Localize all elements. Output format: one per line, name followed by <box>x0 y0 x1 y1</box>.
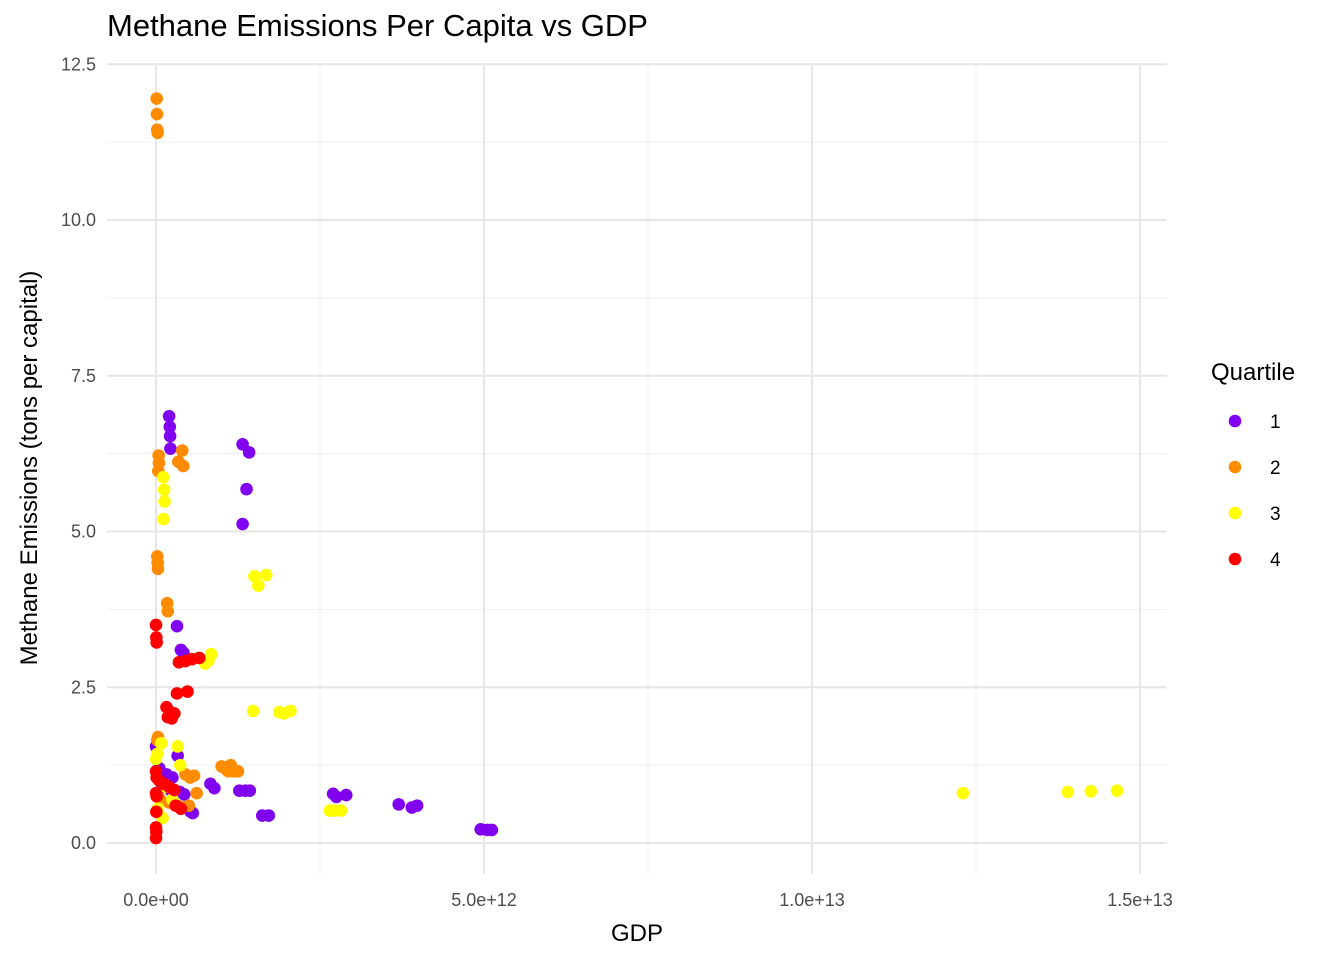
data-point-q3 <box>156 470 170 484</box>
data-point-q1 <box>485 823 499 837</box>
data-point-q1 <box>410 799 424 812</box>
data-point-q4 <box>150 789 163 803</box>
grid-minor <box>107 64 1167 874</box>
data-point-q3 <box>284 704 297 718</box>
data-point-q1 <box>163 429 177 443</box>
data-point-q1 <box>236 517 249 531</box>
legend-key-q1 <box>1228 414 1242 428</box>
y-tick-label: 12.5 <box>61 54 96 74</box>
data-point-q1 <box>162 409 176 423</box>
x-axis-title: GDP <box>611 920 663 947</box>
data-point-q1 <box>262 809 276 822</box>
legend-label-q3: 3 <box>1270 504 1281 525</box>
data-point-q4 <box>150 805 163 819</box>
data-point-q2 <box>175 444 189 457</box>
data-point-q1 <box>170 619 184 633</box>
data-point-q2 <box>150 107 164 121</box>
data-point-q3 <box>157 512 170 526</box>
legend-title: Quartile <box>1211 359 1295 386</box>
data-point-q2 <box>231 765 245 778</box>
y-axis-ticks: 0.0 2.5 5.0 7.5 10.0 12.5 <box>61 54 96 853</box>
data-point-q3 <box>204 647 218 661</box>
data-point-q1 <box>242 446 256 459</box>
data-point-q3 <box>154 737 168 750</box>
data-point-q2 <box>150 92 163 105</box>
data-point-q1 <box>163 420 177 434</box>
data-point-q3 <box>1061 785 1075 799</box>
data-point-q2 <box>161 604 175 618</box>
data-point-q1 <box>243 784 257 797</box>
data-point-q4 <box>170 687 184 700</box>
data-point-q4 <box>149 618 163 632</box>
y-tick-label: 5.0 <box>71 522 96 542</box>
data-point-q1 <box>240 482 253 496</box>
data-point-q4 <box>192 651 206 665</box>
y-tick-label: 2.5 <box>71 677 96 697</box>
y-tick-label: 10.0 <box>61 210 96 230</box>
data-point-q1 <box>330 790 343 804</box>
data-points <box>149 92 1124 845</box>
data-point-q3 <box>334 804 348 817</box>
data-point-q2 <box>187 769 201 783</box>
data-point-q4 <box>181 685 194 698</box>
data-point-q3 <box>252 579 265 593</box>
x-tick-label: 1.0e+13 <box>779 890 845 910</box>
data-point-q2 <box>151 126 164 140</box>
data-point-q4 <box>174 802 188 816</box>
grid-major <box>107 63 1167 874</box>
data-point-q3 <box>246 704 260 718</box>
legend-label-q1: 1 <box>1270 412 1281 433</box>
legend: Quartile 1 2 3 4 <box>1211 359 1295 571</box>
data-point-q3 <box>1084 784 1098 798</box>
data-point-q3 <box>1110 784 1124 797</box>
data-point-q3 <box>158 495 171 508</box>
data-point-q2 <box>176 459 190 473</box>
data-point-q4 <box>165 712 179 725</box>
data-point-q1 <box>392 798 406 811</box>
data-point-q3 <box>259 568 273 582</box>
legend-label-q4: 4 <box>1270 550 1281 571</box>
data-point-q3 <box>956 786 970 800</box>
data-point-q4 <box>168 783 181 797</box>
y-tick-label: 0.0 <box>71 833 96 853</box>
legend-key-q2 <box>1228 460 1242 474</box>
data-point-q1 <box>164 442 177 455</box>
data-point-q4 <box>149 831 163 845</box>
data-point-q4 <box>150 636 163 649</box>
x-axis-ticks: 0.0e+00 5.0e+12 1.0e+13 1.5e+13 <box>123 890 1173 910</box>
data-point-q3 <box>157 483 171 497</box>
legend-label-q2: 2 <box>1270 458 1281 479</box>
data-point-q2 <box>151 562 165 576</box>
y-axis-title: Methane Emissions (tons per capital) <box>16 271 43 666</box>
data-point-q3 <box>151 747 164 761</box>
data-point-q2 <box>190 786 203 800</box>
legend-key-q3 <box>1228 506 1242 520</box>
chart-title: Methane Emissions Per Capita vs GDP <box>107 8 648 43</box>
x-tick-label: 1.5e+13 <box>1107 890 1173 910</box>
data-point-q3 <box>173 758 187 772</box>
data-point-q1 <box>339 788 353 802</box>
y-tick-label: 7.5 <box>71 366 96 386</box>
legend-key-q4 <box>1228 552 1242 566</box>
data-point-q1 <box>208 781 221 795</box>
data-point-q1 <box>177 788 191 801</box>
x-tick-label: 0.0e+00 <box>123 890 189 910</box>
x-tick-label: 5.0e+12 <box>451 890 517 910</box>
data-point-q3 <box>171 740 184 753</box>
